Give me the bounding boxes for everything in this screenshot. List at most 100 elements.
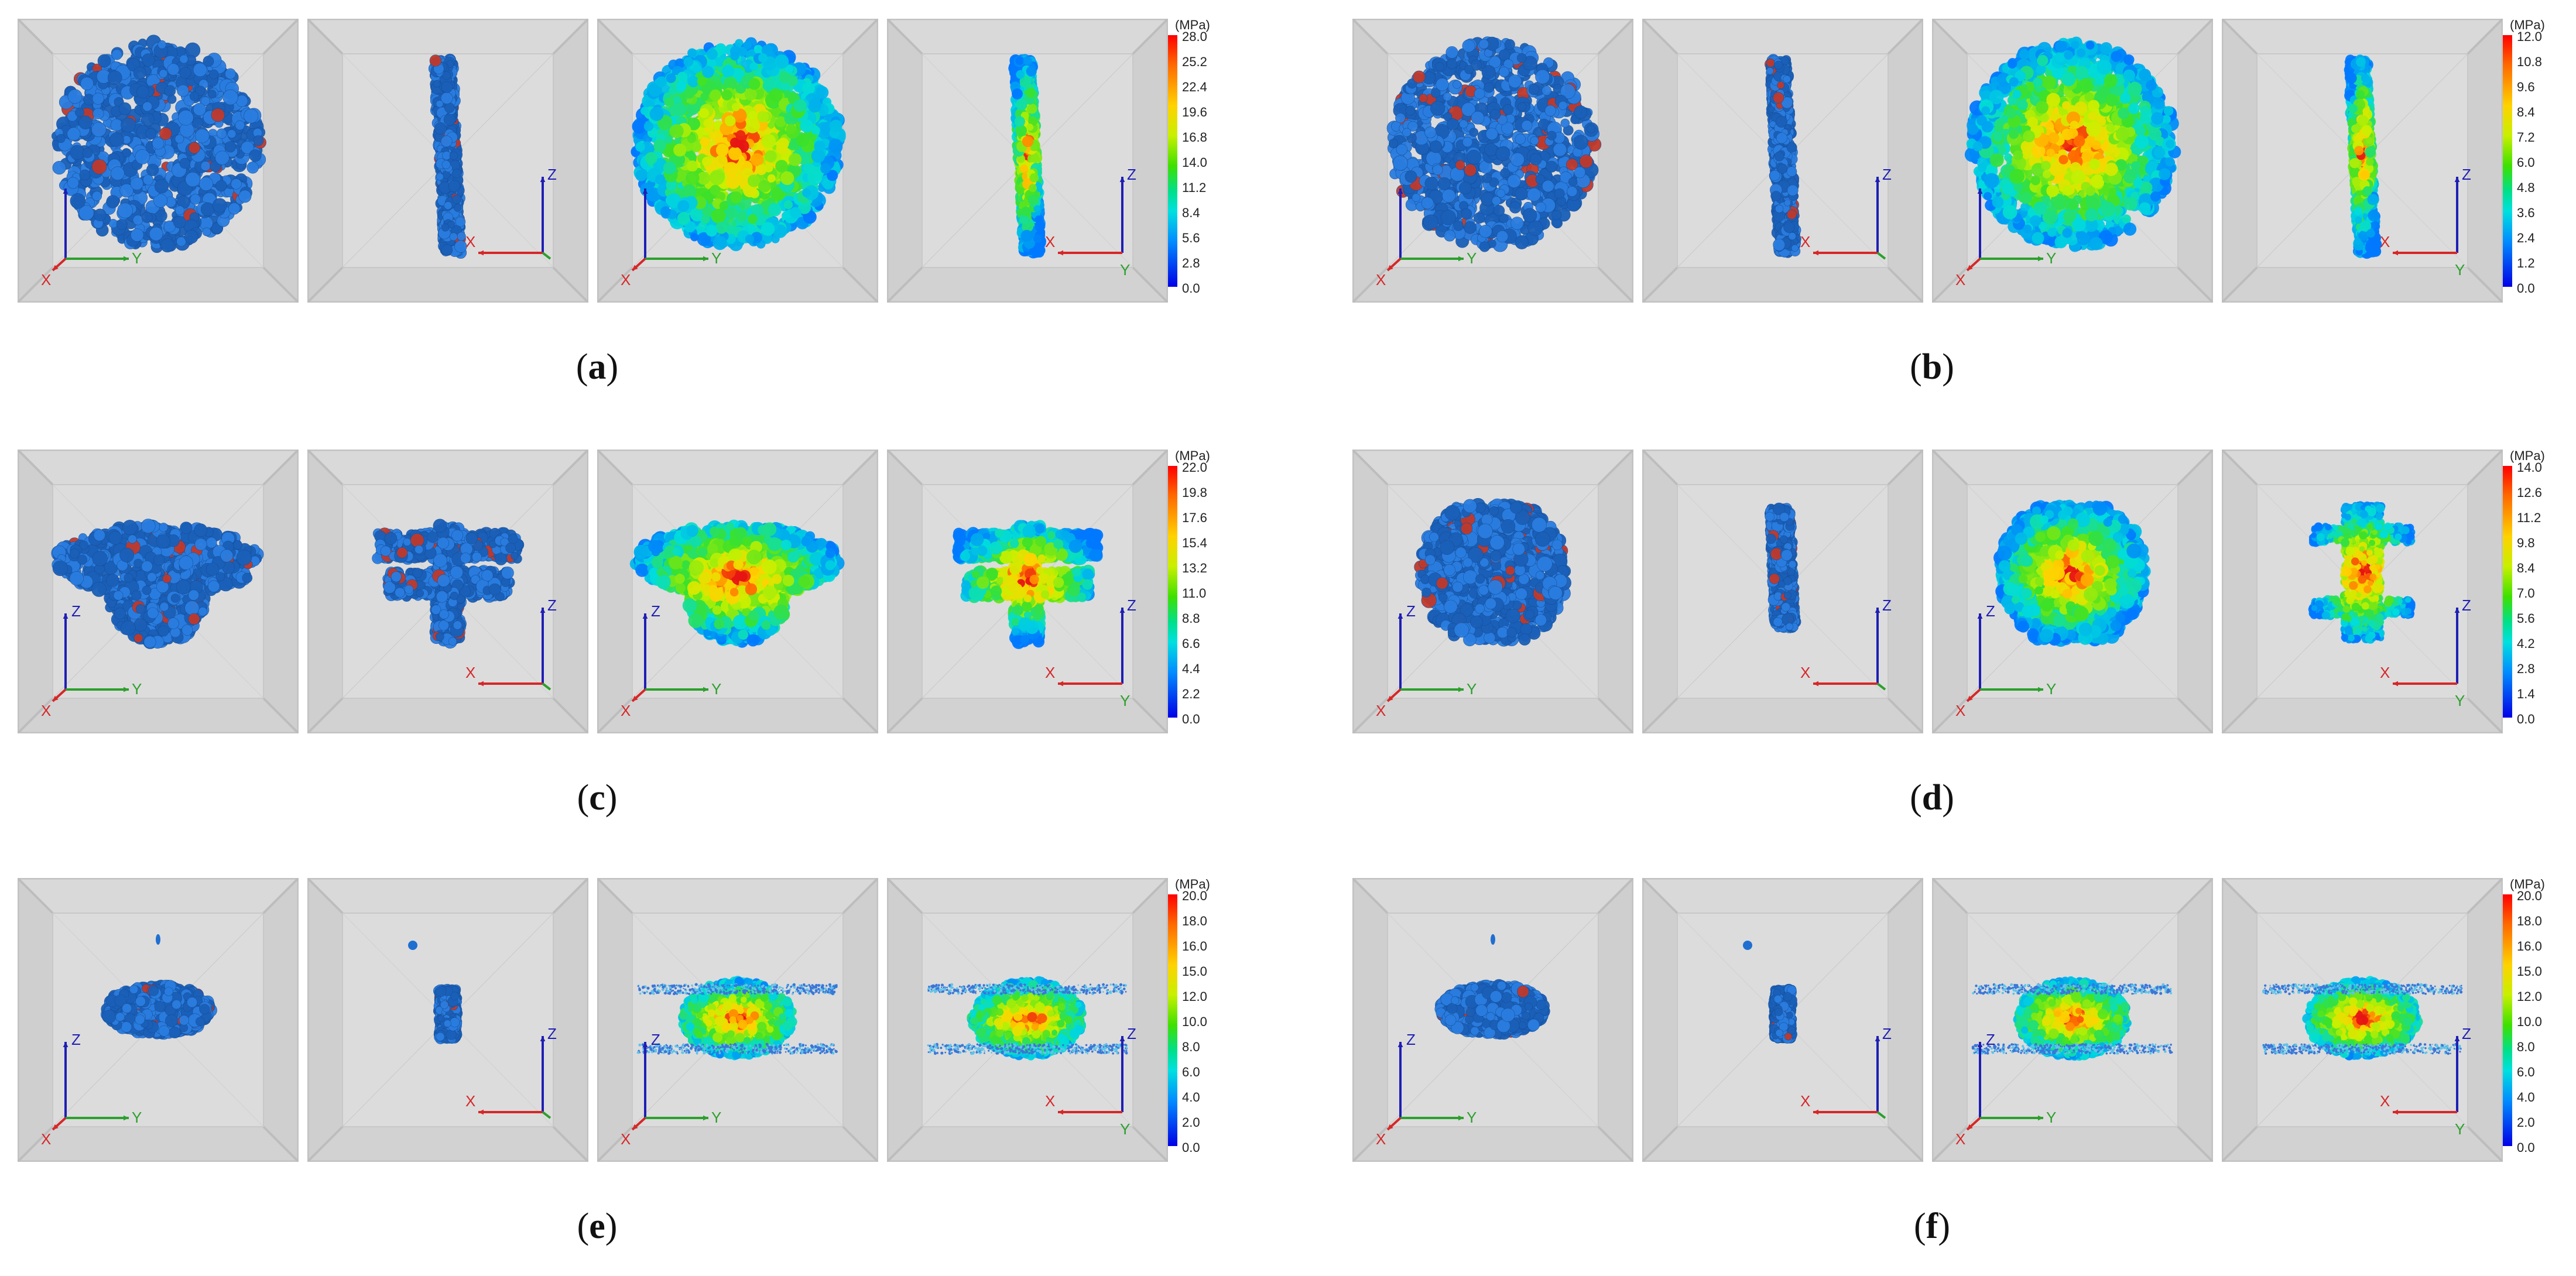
colorbar-tick: 2.8 bbox=[1182, 257, 1200, 270]
panel-caption-letter: b bbox=[1922, 347, 1942, 387]
axis-x-label: X bbox=[1955, 702, 1965, 719]
colorbar-tick: 4.0 bbox=[1182, 1091, 1200, 1104]
axis-x-label: X bbox=[1045, 664, 1055, 681]
axis-z-label: Z bbox=[547, 596, 557, 614]
colorbar-tick: 0.0 bbox=[1182, 713, 1200, 726]
axis-y-label: Y bbox=[2455, 261, 2465, 279]
axis-x-label: X bbox=[1800, 664, 1810, 681]
axis-x-label: X bbox=[41, 702, 51, 719]
axis-y-label: Y bbox=[2455, 692, 2465, 709]
view-c-1: Z Y X bbox=[18, 450, 299, 733]
axis-x-label: X bbox=[621, 1130, 631, 1148]
axis-x-label: X bbox=[621, 271, 631, 289]
colorbar-tick: 10.8 bbox=[2517, 56, 2542, 68]
colorbar-tick: 19.6 bbox=[1182, 106, 1207, 119]
colorbar-tick: 3.6 bbox=[2517, 207, 2535, 219]
colorbar-tick: 5.6 bbox=[1182, 232, 1200, 245]
panel-caption-letter: f bbox=[1926, 1206, 1938, 1246]
colorbar-tick: 12.0 bbox=[1182, 990, 1207, 1003]
axis-y-label: Y bbox=[2046, 249, 2056, 267]
colorbar-tick: 8.8 bbox=[1182, 612, 1200, 625]
axis-z-label: Z bbox=[1882, 596, 1892, 614]
axis-z-label: Z bbox=[1127, 1025, 1136, 1042]
colorbar-tick: 4.8 bbox=[2517, 181, 2535, 194]
axis-x-label: X bbox=[1045, 1092, 1055, 1110]
axis-x-label: X bbox=[1955, 1130, 1965, 1148]
colorbar-tick: 1.4 bbox=[2517, 688, 2535, 701]
axis-x-label: X bbox=[41, 1130, 51, 1148]
axis-x-label: X bbox=[1955, 271, 1965, 289]
colorbar-tick: 10.0 bbox=[1182, 1016, 1207, 1028]
colorbar-gradient bbox=[2503, 35, 2512, 287]
axis-z-label: Z bbox=[1882, 1025, 1892, 1042]
axis-x-label: X bbox=[1800, 1092, 1810, 1110]
colorbar-tick: 7.0 bbox=[2517, 587, 2535, 600]
colorbar-tick: 2.0 bbox=[2517, 1116, 2535, 1129]
axis-x-label: X bbox=[465, 1092, 475, 1110]
axis-y-label: Y bbox=[1120, 261, 1130, 279]
view-e-3: Z Y X bbox=[597, 878, 878, 1162]
particle-cloud bbox=[1414, 498, 1571, 646]
colorbar-tick: 1.2 bbox=[2517, 257, 2535, 270]
colorbar-tick: 17.6 bbox=[1182, 512, 1207, 524]
axis-z-label: Z bbox=[1986, 602, 1995, 620]
colorbar-tick: 18.0 bbox=[2517, 915, 2542, 928]
colorbar-tick: 22.4 bbox=[1182, 81, 1207, 94]
axis-y-label: Y bbox=[711, 680, 721, 698]
colorbar-tick: 0.0 bbox=[2517, 713, 2535, 726]
colorbar-tick: 8.4 bbox=[2517, 562, 2535, 575]
colorbar-tick: 4.0 bbox=[2517, 1091, 2535, 1104]
view-f-3: Z Y X bbox=[1932, 878, 2213, 1162]
colorbar-tick: 9.6 bbox=[2517, 81, 2535, 94]
axis-z-label: Z bbox=[651, 1031, 660, 1048]
panel-caption: (e) bbox=[539, 1206, 656, 1247]
colorbar-tick: 28.0 bbox=[1182, 30, 1207, 43]
axis-z-label: Z bbox=[71, 602, 81, 620]
colorbar-tick: 0.0 bbox=[1182, 282, 1200, 295]
colorbar-tick: 13.2 bbox=[1182, 562, 1207, 575]
colorbar-tick: 18.0 bbox=[1182, 915, 1207, 928]
colorbar-tick: 6.0 bbox=[1182, 1066, 1200, 1079]
axis-z-label: Z bbox=[2462, 596, 2471, 614]
axis-y-label: Y bbox=[711, 1109, 721, 1126]
axis-x-label: X bbox=[465, 664, 475, 681]
axis-y-label: Y bbox=[1467, 1109, 1477, 1126]
panel-caption-letter: c bbox=[589, 778, 605, 818]
axis-z-label: Z bbox=[1406, 1031, 1416, 1048]
colorbar-tick: 25.2 bbox=[1182, 56, 1207, 68]
colorbar-tick: 12.0 bbox=[2517, 990, 2542, 1003]
axis-x-label: X bbox=[2380, 664, 2390, 681]
axis-z-label: Z bbox=[1882, 166, 1892, 183]
colorbar-tick: 7.2 bbox=[2517, 131, 2535, 144]
colorbar-tick: 15.0 bbox=[1182, 965, 1207, 978]
colorbar-tick: 0.0 bbox=[2517, 1141, 2535, 1154]
panel-caption: (c) bbox=[539, 777, 656, 819]
colorbar-gradient bbox=[2503, 894, 2512, 1146]
panel-caption-letter: e bbox=[589, 1206, 605, 1246]
axis-y-label: Y bbox=[132, 680, 142, 698]
axis-y-label: Y bbox=[132, 1109, 142, 1126]
axis-x-label: X bbox=[1376, 702, 1386, 719]
axis-y-label: Y bbox=[2455, 1120, 2465, 1138]
axis-x-label: X bbox=[1800, 233, 1810, 251]
colorbar-tick: 12.0 bbox=[2517, 30, 2542, 43]
axis-z-label: Z bbox=[1986, 1031, 1995, 1048]
colorbar-tick: 0.0 bbox=[1182, 1141, 1200, 1154]
axis-y-label: Y bbox=[2046, 1109, 2056, 1126]
axis-y-label: Y bbox=[1120, 692, 1130, 709]
axis-y-label: Y bbox=[1467, 249, 1477, 267]
